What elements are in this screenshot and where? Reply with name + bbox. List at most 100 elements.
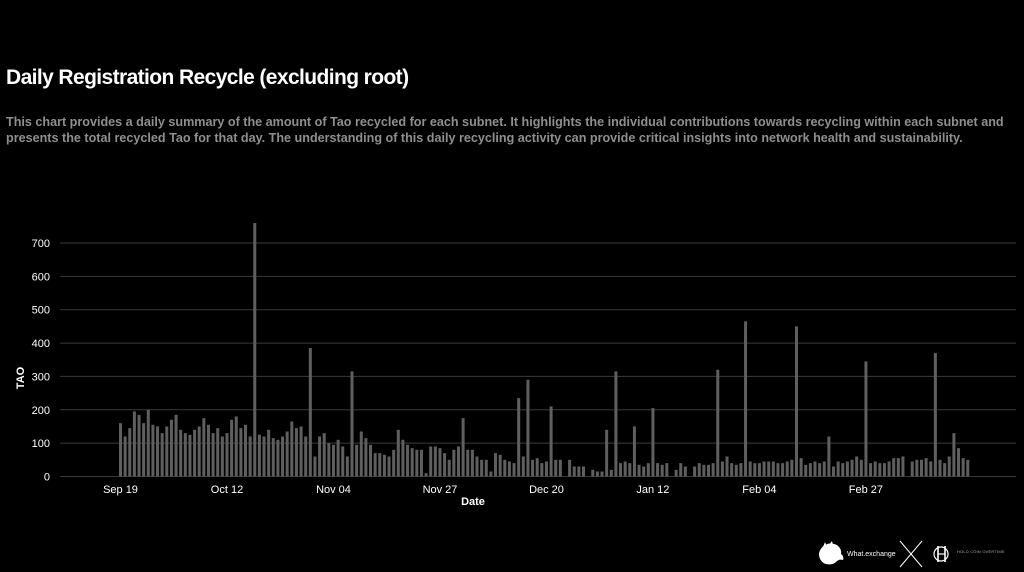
y-tick-label: 0 <box>44 472 50 484</box>
bar <box>818 463 822 477</box>
bar <box>961 458 965 477</box>
bar <box>896 458 900 477</box>
bar <box>179 429 183 477</box>
bar <box>382 454 386 477</box>
x-tick-label: Jan 12 <box>636 484 669 496</box>
bar <box>415 449 419 477</box>
bar <box>739 463 743 477</box>
bar <box>892 458 896 477</box>
bar <box>609 469 613 477</box>
bar <box>558 459 562 477</box>
bar <box>406 444 410 477</box>
bar <box>253 222 257 477</box>
bar <box>947 456 951 477</box>
bar <box>429 446 433 477</box>
bar <box>230 419 234 477</box>
bar <box>299 426 303 477</box>
bar <box>933 353 937 477</box>
bar <box>873 461 877 477</box>
brand-what-exchange: What.exchange <box>847 551 896 558</box>
bar <box>619 463 623 477</box>
x-tick-labels: Sep 19 Oct 12 Nov 04 Nov 27 Dec 20 Jan 12 Feb … <box>103 484 883 496</box>
y-tick-label: 600 <box>32 271 50 283</box>
bar <box>169 419 173 477</box>
bar <box>503 459 507 477</box>
bar <box>211 433 215 477</box>
bar <box>605 429 609 477</box>
bar <box>614 371 618 477</box>
bar <box>582 466 585 477</box>
bar <box>577 466 581 477</box>
bar <box>156 426 160 477</box>
bar <box>882 463 886 477</box>
bar <box>632 426 636 477</box>
bar <box>540 463 544 477</box>
bar <box>461 418 465 477</box>
bar <box>901 456 905 477</box>
bar <box>753 463 757 477</box>
bar <box>855 456 859 477</box>
bar <box>697 463 701 477</box>
bar <box>183 433 187 477</box>
bar <box>359 431 363 477</box>
bar <box>651 408 655 477</box>
bar <box>794 326 798 477</box>
bar <box>290 421 294 477</box>
bar <box>591 469 595 477</box>
bar <box>225 433 229 477</box>
bar <box>336 439 340 477</box>
bar <box>957 448 961 477</box>
bar <box>216 428 220 477</box>
bar <box>373 453 377 477</box>
bar <box>776 463 780 477</box>
brand-hold-coin: HOLD COIN OVERTIME <box>957 549 1005 554</box>
y-tick-label: 400 <box>32 338 50 350</box>
bar <box>452 449 456 477</box>
bar <box>924 458 928 477</box>
bar <box>276 439 280 477</box>
bar <box>401 439 405 477</box>
bar <box>512 463 516 477</box>
bar <box>716 369 720 477</box>
footer-logos: What.exchange HOLD COIN OVERTIME <box>812 536 1024 572</box>
bar <box>392 449 396 477</box>
bar <box>734 464 738 477</box>
chart-description: This chart provides a daily summary of t… <box>6 115 1004 145</box>
bar <box>785 461 789 477</box>
bar <box>531 459 535 477</box>
bar <box>600 471 604 477</box>
bar <box>878 463 882 477</box>
bar <box>244 424 248 477</box>
bar <box>267 429 271 477</box>
bar <box>424 473 428 477</box>
bar <box>869 463 873 477</box>
bar <box>470 449 474 477</box>
x-tick-label: Sep 19 <box>103 484 138 496</box>
bar <box>378 453 382 477</box>
x-tick-label: Nov 27 <box>423 484 458 496</box>
cross-icon <box>899 540 923 568</box>
bar <box>160 433 164 477</box>
bar <box>197 426 201 477</box>
bar <box>836 461 840 477</box>
bar <box>350 371 354 477</box>
bar <box>480 459 484 477</box>
bar <box>355 444 359 477</box>
bar <box>456 446 460 477</box>
bar <box>887 461 891 477</box>
bar <box>679 463 683 477</box>
bar <box>623 461 627 477</box>
bar <box>119 423 122 477</box>
bar <box>123 436 127 477</box>
bar <box>151 424 155 477</box>
bar <box>294 428 298 477</box>
bar <box>646 463 650 477</box>
bar <box>132 411 136 477</box>
bar <box>234 416 238 477</box>
bar <box>804 464 808 477</box>
x-tick-label: Nov 04 <box>316 484 351 496</box>
y-tick-label: 100 <box>32 438 50 450</box>
bar <box>188 434 192 477</box>
bar <box>285 431 289 477</box>
